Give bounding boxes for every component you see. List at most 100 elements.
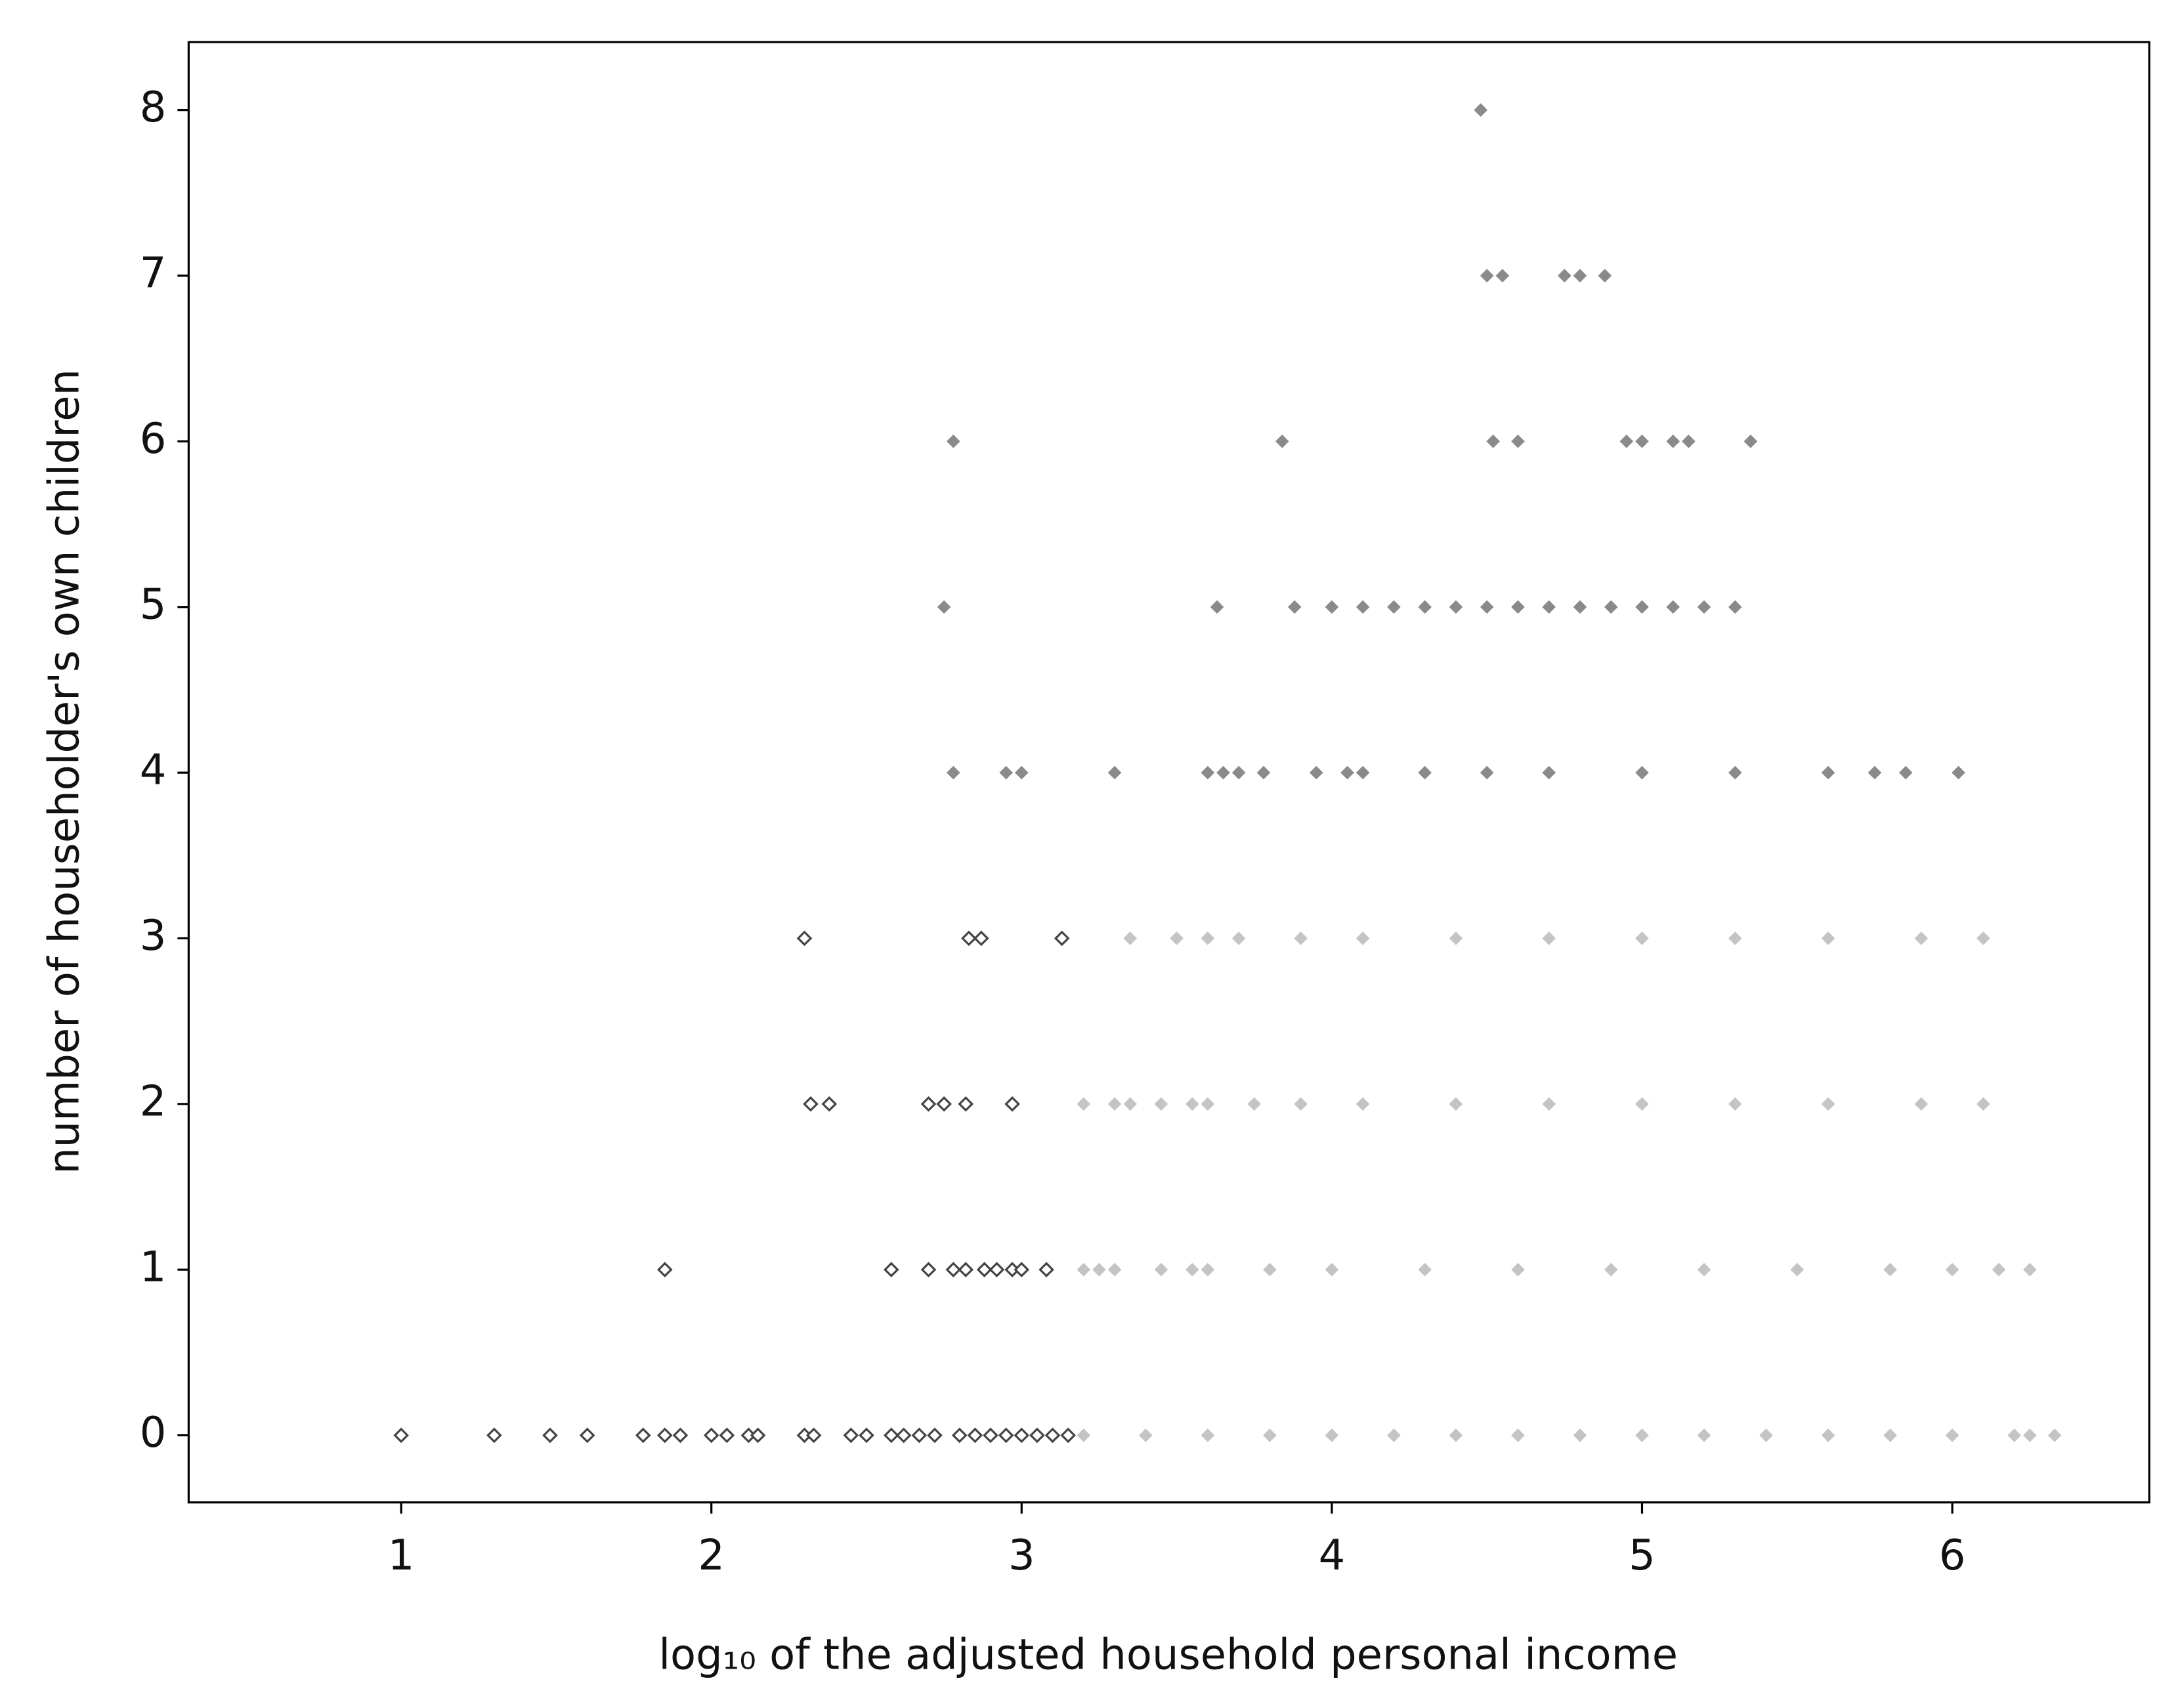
- point: [1635, 765, 1649, 780]
- point: [927, 1427, 943, 1443]
- point: [883, 1427, 899, 1443]
- point: [1387, 600, 1401, 614]
- point: [946, 765, 960, 780]
- point: [1821, 765, 1835, 780]
- point: [1038, 1262, 1054, 1278]
- point: [1821, 1428, 1835, 1442]
- point: [1952, 765, 1965, 780]
- y-axis-label: number of householder's own children: [41, 369, 89, 1174]
- point: [1247, 1097, 1262, 1111]
- point: [805, 1427, 822, 1443]
- point: [1759, 1428, 1773, 1442]
- point: [2022, 1262, 2037, 1277]
- point: [936, 1096, 952, 1112]
- x-tick-label: 1: [388, 1531, 415, 1580]
- point: [895, 1427, 912, 1443]
- point: [883, 1262, 899, 1278]
- x-tick-label: 5: [1629, 1531, 1656, 1580]
- point: [1340, 765, 1354, 780]
- point: [937, 600, 951, 614]
- point: [989, 1262, 1005, 1278]
- point: [821, 1096, 838, 1112]
- point: [1356, 1097, 1370, 1111]
- point: [1883, 1428, 1897, 1442]
- point: [1054, 930, 1070, 947]
- point: [1604, 600, 1618, 614]
- point: [1598, 268, 1612, 283]
- point: [843, 1427, 859, 1443]
- point: [1449, 1097, 1463, 1111]
- point: [1449, 1428, 1463, 1442]
- point: [1914, 931, 1929, 945]
- point: [951, 1427, 968, 1443]
- point: [1092, 1262, 1106, 1277]
- point: [1123, 1097, 1138, 1111]
- point: [656, 1262, 673, 1278]
- point: [1542, 931, 1556, 945]
- y-tick-label: 8: [140, 83, 167, 132]
- point: [1201, 1428, 1215, 1442]
- point: [656, 1427, 673, 1443]
- point: [1542, 765, 1556, 780]
- point: [1287, 600, 1302, 614]
- point: [958, 1262, 974, 1278]
- point: [579, 1427, 595, 1443]
- point: [1697, 1428, 1711, 1442]
- point: [1542, 1097, 1556, 1111]
- point: [1728, 931, 1742, 945]
- point: [1201, 931, 1215, 945]
- point: [1014, 1262, 1030, 1278]
- point: [1666, 600, 1680, 614]
- point: [1004, 1096, 1020, 1112]
- point: [976, 1262, 993, 1278]
- point: [1992, 1262, 2006, 1277]
- point: [1898, 765, 1913, 780]
- x-tick-label: 2: [698, 1531, 725, 1580]
- point: [1682, 435, 1696, 448]
- point: [1185, 1097, 1199, 1111]
- point: [1449, 600, 1463, 614]
- point: [750, 1427, 766, 1443]
- point: [2007, 1428, 2021, 1442]
- point: [1077, 1428, 1091, 1442]
- point: [920, 1096, 937, 1112]
- point: [1511, 1428, 1525, 1442]
- point: [1170, 931, 1184, 945]
- point: [967, 1427, 983, 1443]
- point: [1231, 931, 1246, 945]
- point: [1945, 1428, 1959, 1442]
- point: [1557, 268, 1571, 283]
- point: [1635, 1097, 1649, 1111]
- point: [1573, 1428, 1587, 1442]
- y-tick-label: 3: [140, 912, 167, 960]
- y-tick-label: 5: [140, 580, 167, 629]
- point: [1107, 765, 1122, 780]
- point: [1014, 1427, 1030, 1443]
- y-tick-label: 7: [140, 249, 167, 298]
- point: [1495, 268, 1510, 283]
- point: [1387, 1428, 1401, 1442]
- point: [1154, 1097, 1168, 1111]
- point: [1790, 1262, 1805, 1277]
- point: [1123, 931, 1138, 945]
- point: [983, 1427, 998, 1443]
- point: [1201, 1262, 1215, 1277]
- point: [1154, 1262, 1168, 1277]
- point: [1604, 1262, 1618, 1277]
- point: [1480, 600, 1494, 614]
- point: [1029, 1427, 1045, 1443]
- point: [1449, 931, 1463, 945]
- point: [1511, 1262, 1525, 1277]
- point: [1976, 931, 1990, 945]
- point: [1356, 931, 1370, 945]
- point: [1474, 103, 1488, 117]
- point: [1883, 1262, 1897, 1277]
- point: [1060, 1427, 1077, 1443]
- point: [1107, 1262, 1122, 1277]
- point: [1635, 931, 1649, 945]
- point: [1418, 600, 1432, 614]
- point: [1185, 1262, 1199, 1277]
